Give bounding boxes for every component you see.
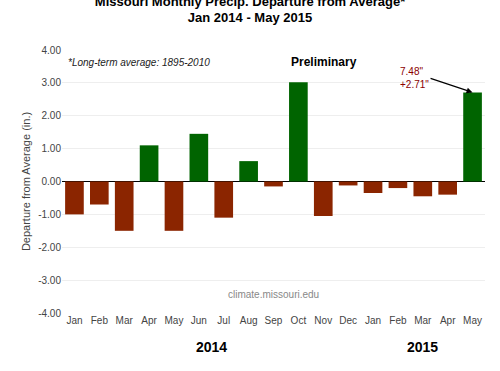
svg-text:Departure from Average (in.): Departure from Average (in.) xyxy=(20,112,32,251)
svg-text:May: May xyxy=(463,315,482,326)
svg-text:Nov: Nov xyxy=(314,315,332,326)
svg-text:Jul: Jul xyxy=(217,315,230,326)
svg-text:Feb: Feb xyxy=(91,315,109,326)
svg-text:1.00: 1.00 xyxy=(42,143,62,154)
svg-text:*Long-term average: 1895-2010: *Long-term average: 1895-2010 xyxy=(68,57,210,68)
svg-text:2014: 2014 xyxy=(196,339,227,355)
svg-text:Oct: Oct xyxy=(291,315,307,326)
svg-text:-1.00: -1.00 xyxy=(38,209,61,220)
svg-text:Jan: Jan xyxy=(365,315,381,326)
svg-text:Jan: Jan xyxy=(66,315,82,326)
svg-text:Jun: Jun xyxy=(191,315,207,326)
svg-text:-3.00: -3.00 xyxy=(38,275,61,286)
svg-text:Apr: Apr xyxy=(141,315,157,326)
svg-text:Feb: Feb xyxy=(389,315,407,326)
svg-text:Dec: Dec xyxy=(339,315,357,326)
svg-text:4.00: 4.00 xyxy=(42,45,62,56)
svg-text:3.00: 3.00 xyxy=(42,77,62,88)
svg-text:7.48"+2.71": 7.48"+2.71" xyxy=(400,66,429,90)
svg-text:Mar: Mar xyxy=(116,315,134,326)
svg-text:Mar: Mar xyxy=(414,315,432,326)
svg-text:Missouri Monthly Precip. Depar: Missouri Monthly Precip. Departure from … xyxy=(95,0,406,25)
svg-text:-4.00: -4.00 xyxy=(38,308,61,319)
svg-text:Aug: Aug xyxy=(240,315,258,326)
svg-text:0.00: 0.00 xyxy=(42,176,62,187)
svg-text:May: May xyxy=(165,315,184,326)
svg-text:-2.00: -2.00 xyxy=(38,242,61,253)
svg-text:Preliminary: Preliminary xyxy=(291,55,357,69)
svg-text:Sep: Sep xyxy=(265,315,283,326)
svg-text:2015: 2015 xyxy=(407,339,438,355)
svg-text:2.00: 2.00 xyxy=(42,110,62,121)
svg-text:climate.missouri.edu: climate.missouri.edu xyxy=(228,289,319,300)
svg-text:Apr: Apr xyxy=(440,315,456,326)
